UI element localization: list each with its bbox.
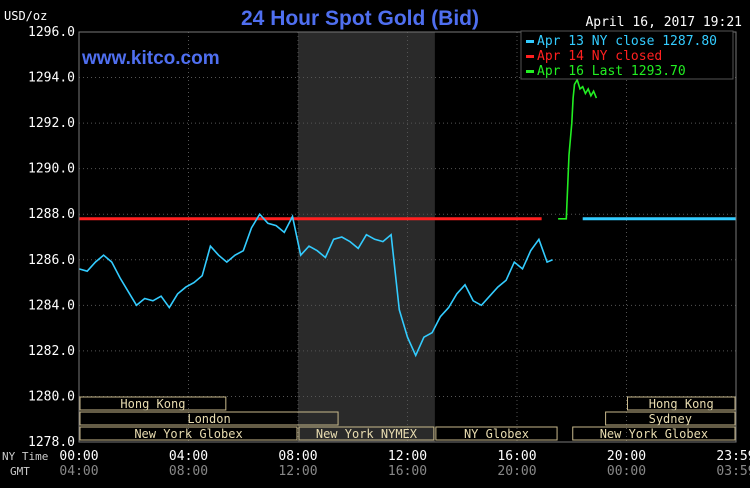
y-axis-unit-label: USD/oz [4,9,47,23]
y-tick-label: 1290.0 [28,162,75,177]
y-tick-label: 1280.0 [28,389,75,404]
x-tick-label-ny: 16:00 [497,449,536,464]
x-tick-label-ny: 04:00 [169,449,208,464]
x-tick-label-gmt: 00:00 [607,464,646,479]
x-tick-label-gmt: 20:00 [497,464,536,479]
series-line-0 [78,212,553,358]
x-tick-label-gmt: 03:59 [716,464,750,479]
legend-swatch-apr16 [526,70,534,73]
session-label: Sydney [649,412,692,426]
session-box [572,426,736,441]
x-tick-label-ny: 12:00 [388,449,427,464]
y-axis-ticks: 1278.0 1280.0 1282.0 1284.0 1286.0 1288.0 1290… [28,25,75,450]
y-tick-label: 1288.0 [28,207,75,222]
legend: Apr 13 NY close 1287.80 Apr 14 NY closed… [520,30,734,80]
series-line-1 [558,77,598,220]
session-box [79,426,298,441]
x-tick-label-gmt: 08:00 [169,464,208,479]
nymex-session-shading [298,32,435,442]
session-box [627,396,736,411]
legend-item-apr13: Apr 13 NY close 1287.80 [537,34,717,49]
session-label: Hong Kong [649,397,714,411]
x-axis-ticks: 00:0004:0004:0008:0008:0012:0012:0016:00… [59,449,750,479]
session-box [298,426,435,441]
ny-time-row-label: NY Time [2,450,48,463]
session-label: Hong Kong [120,397,185,411]
watermark-kitco: www.kitco.com [81,48,220,69]
x-tick-label-gmt: 12:00 [278,464,317,479]
y-tick-label: 1284.0 [28,298,75,313]
legend-item-apr16: Apr 16 Last 1293.70 [537,64,686,79]
x-tick-label-gmt: 16:00 [388,464,427,479]
legend-item-apr14: Apr 14 NY closed [537,49,662,64]
chart-title: 24 Hour Spot Gold (Bid) [241,7,479,30]
session-label: New York Globex [600,427,708,441]
x-tick-label-ny: 00:00 [59,449,98,464]
legend-swatch-apr13 [526,40,534,43]
x-tick-label-gmt: 04:00 [59,464,98,479]
y-tick-label: 1292.0 [28,116,75,131]
session-label: NY Globex [464,427,529,441]
price-series [78,77,598,358]
x-tick-label-ny: 20:00 [607,449,646,464]
y-tick-label: 1286.0 [28,253,75,268]
session-box [435,426,558,441]
session-label: London [187,412,230,426]
gmt-row-label: GMT [10,465,30,478]
x-tick-label-ny: 23:59 [716,449,750,464]
y-tick-label: 1278.0 [28,435,75,450]
session-label: New York NYMEX [316,427,418,441]
session-box [79,396,227,411]
session-label: New York Globex [134,427,242,441]
x-tick-label-ny: 08:00 [278,449,317,464]
session-box [605,411,736,426]
y-tick-label: 1296.0 [28,25,75,40]
plot-frame [78,31,737,443]
y-tick-label: 1294.0 [28,71,75,86]
timestamp: April 16, 2017 19:21 [585,15,742,30]
y-tick-label: 1282.0 [28,344,75,359]
session-box [79,411,339,426]
legend-swatch-apr14 [526,55,534,58]
